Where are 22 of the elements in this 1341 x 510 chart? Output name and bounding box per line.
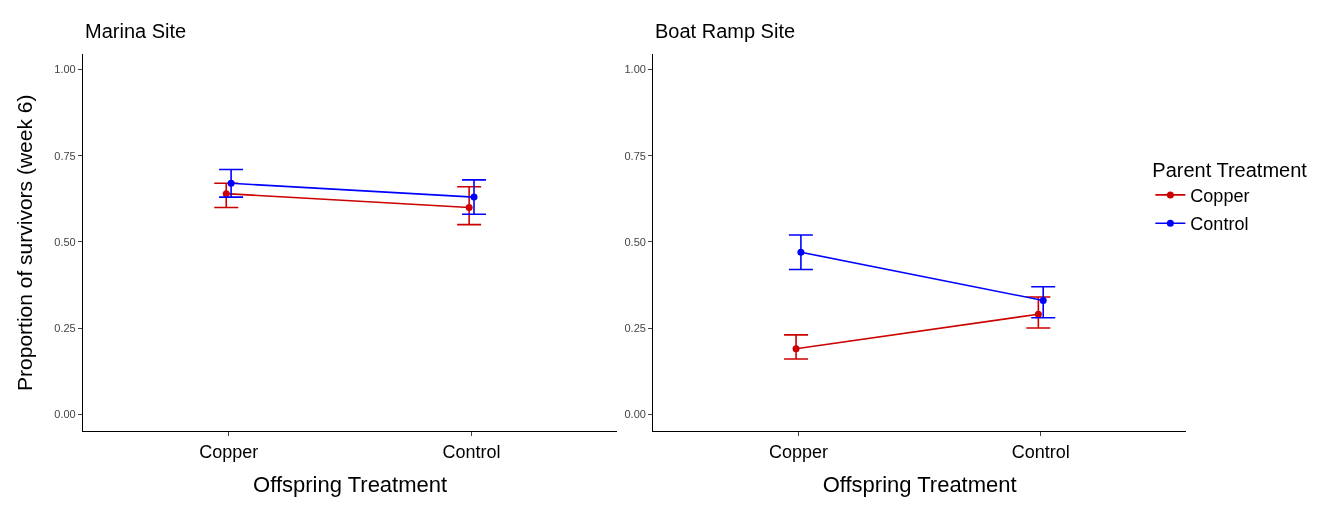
y-tick-label: 0.25 [624, 321, 646, 334]
legend-label: Copper [1190, 185, 1250, 206]
chart-title: Boat Ramp Site [655, 20, 796, 42]
x-tick-label: Control [1011, 442, 1070, 462]
x-axis-title: Offspring Treatment [822, 471, 1017, 497]
y-tick-label: 0.00 [624, 408, 646, 421]
y-tick-label: 0.75 [54, 149, 76, 162]
y-tick-label: 1.00 [54, 63, 76, 76]
y-tick-label: 0.50 [54, 235, 76, 248]
x-axis-title: Offspring Treatment [253, 471, 448, 497]
legend-label: Control [1190, 214, 1249, 235]
chart-title: Marina Site [85, 20, 187, 42]
y-axis-title: Proportion of survivors (week 6) [13, 94, 37, 391]
y-tick-label: 0.75 [624, 149, 646, 162]
x-tick-label: Copper [768, 442, 829, 462]
x-tick-label: Control [442, 442, 501, 462]
y-tick-label: 0.50 [624, 235, 646, 248]
y-tick-label: 0.25 [54, 321, 76, 334]
legend-title: Parent Treatment [1152, 158, 1308, 181]
y-tick-label: 0.00 [54, 408, 76, 421]
y-tick-label: 1.00 [624, 63, 646, 76]
x-tick-label: Copper [199, 442, 259, 462]
